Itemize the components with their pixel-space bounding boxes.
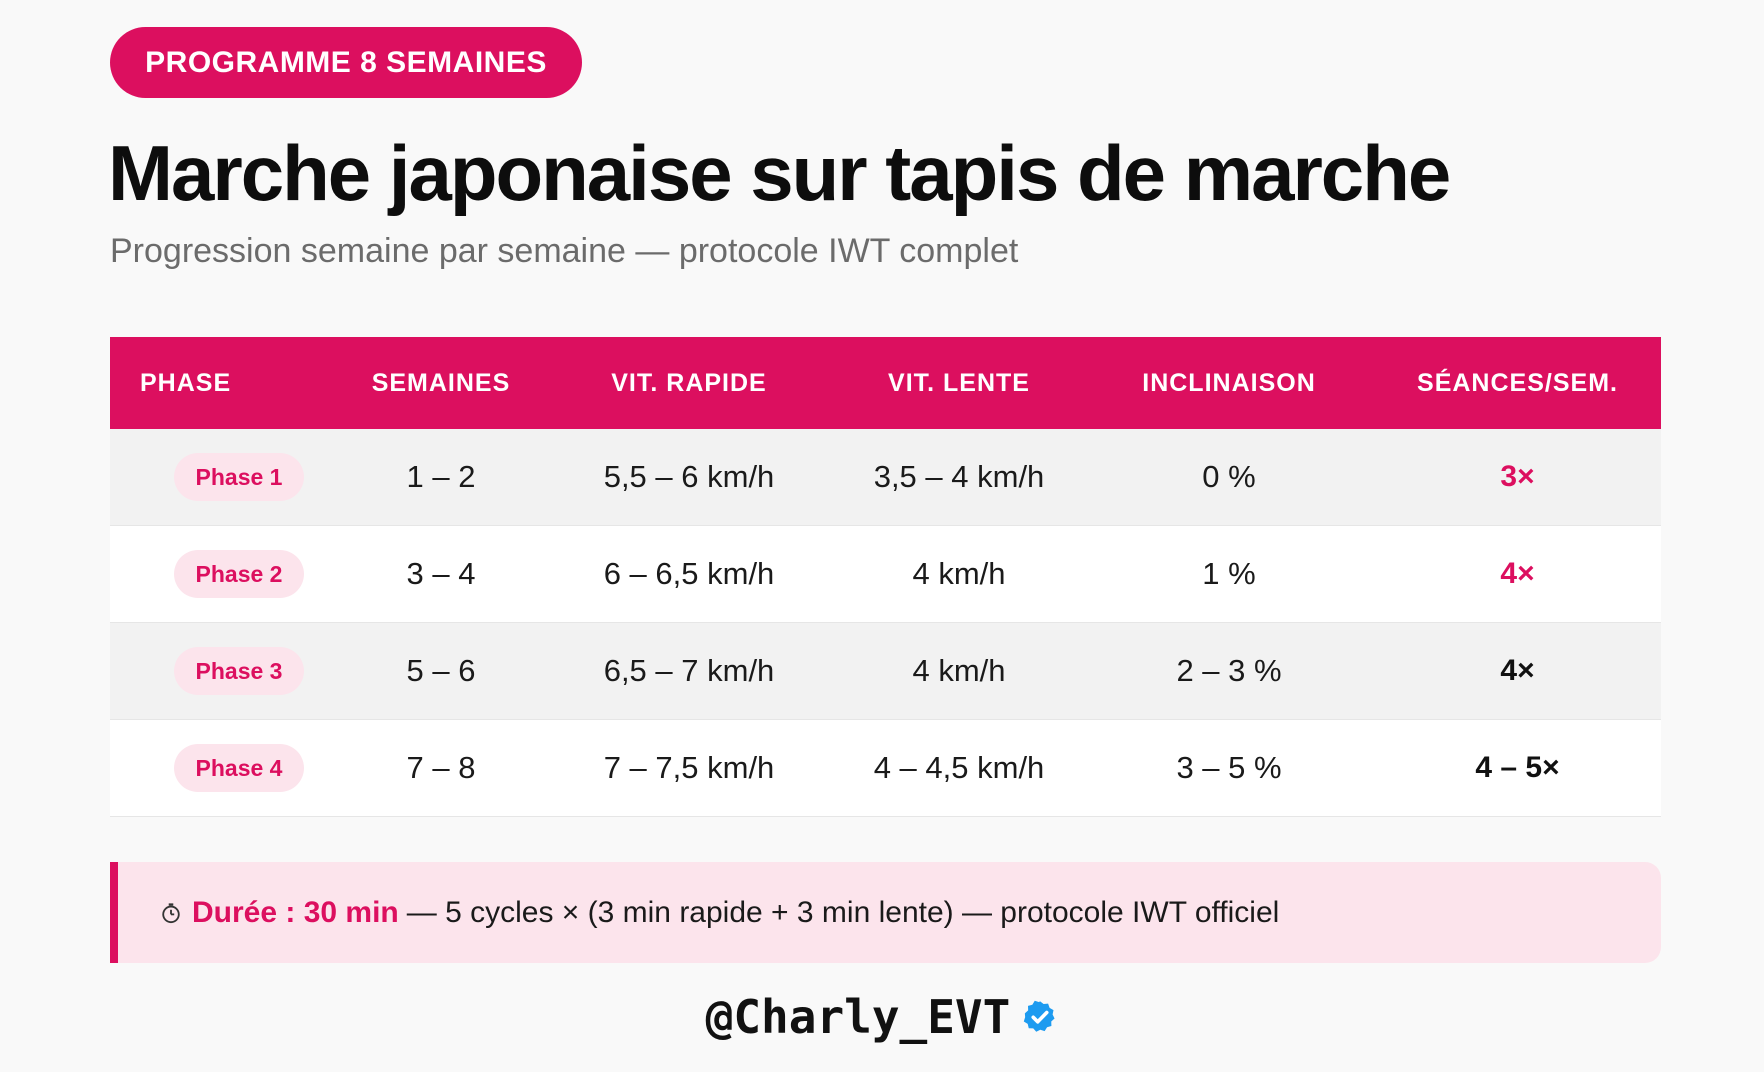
page-title: Marche japonaise sur tapis de marche (108, 129, 1451, 217)
seances-cell: 4 – 5× (1475, 751, 1560, 784)
semaines-cell: 7 – 8 (406, 750, 476, 785)
semaines-cell: 3 – 4 (406, 556, 476, 591)
seances-cell: 3× (1500, 460, 1535, 493)
table-header-row: PHASE SEMAINES VIT. RAPIDE VIT. LENTE IN… (110, 337, 1661, 429)
table-row: Phase 3 5 – 6 6,5 – 7 km/h 4 km/h 2 – 3 … (110, 623, 1661, 720)
vit-rapide-cell: 7 – 7,5 km/h (603, 750, 775, 785)
header-seances: SÉANCES/SEM. (1417, 368, 1618, 397)
vit-rapide-cell: 5,5 – 6 km/h (603, 459, 775, 494)
table-row: Phase 2 3 – 4 6 – 6,5 km/h 4 km/h 1 % 4× (110, 526, 1661, 623)
duration-highlight: Durée : 30 min (192, 895, 399, 929)
header-vit-rapide: VIT. RAPIDE (611, 368, 767, 397)
phase-pill: Phase 4 (173, 744, 305, 792)
semaines-cell: 1 – 2 (406, 459, 476, 494)
inclinaison-cell: 3 – 5 % (1176, 750, 1282, 785)
inclinaison-cell: 0 % (1202, 459, 1256, 494)
progression-table: PHASE SEMAINES VIT. RAPIDE VIT. LENTE IN… (110, 337, 1661, 817)
duration-text: — 5 cycles × (3 min rapide + 3 min lente… (406, 895, 1280, 929)
header-inclinaison: INCLINAISON (1142, 368, 1316, 397)
semaines-cell: 5 – 6 (406, 653, 476, 688)
header-phase: PHASE (140, 368, 232, 397)
phase-pill: Phase 2 (173, 550, 305, 598)
table-row: Phase 1 1 – 2 5,5 – 6 km/h 3,5 – 4 km/h … (110, 429, 1661, 526)
header-vit-lente: VIT. LENTE (888, 368, 1030, 397)
stopwatch-icon (162, 902, 180, 923)
duration-note: Durée : 30 min — 5 cycles × (3 min rapid… (110, 862, 1661, 963)
seances-cell: 4× (1500, 557, 1535, 590)
vit-rapide-cell: 6,5 – 7 km/h (603, 653, 775, 688)
inclinaison-cell: 1 % (1202, 556, 1256, 591)
program-badge: PROGRAMME 8 SEMAINES (110, 27, 582, 98)
program-badge-label: PROGRAMME 8 SEMAINES (145, 45, 547, 79)
author-handle: @Charly_EVT (0, 990, 1764, 1044)
header-semaines: SEMAINES (371, 368, 511, 397)
phase-cell: Phase 4 (110, 744, 338, 792)
vit-rapide-cell: 6 – 6,5 km/h (603, 556, 775, 591)
phase-cell: Phase 2 (110, 550, 338, 598)
vit-lente-cell: 3,5 – 4 km/h (873, 459, 1045, 494)
phase-pill: Phase 1 (173, 453, 305, 501)
author-handle-text: @Charly_EVT (705, 990, 1011, 1044)
seances-cell: 4× (1500, 654, 1535, 687)
vit-lente-cell: 4 – 4,5 km/h (873, 750, 1045, 785)
phase-cell: Phase 3 (110, 647, 338, 695)
page-subtitle: Progression semaine par semaine — protoc… (110, 232, 1019, 270)
phase-cell: Phase 1 (110, 453, 338, 501)
vit-lente-cell: 4 km/h (912, 556, 1006, 591)
vit-lente-cell: 4 km/h (912, 653, 1006, 688)
table-row: Phase 4 7 – 8 7 – 7,5 km/h 4 – 4,5 km/h … (110, 720, 1661, 817)
phase-pill: Phase 3 (173, 647, 305, 695)
verified-badge-icon (1024, 1000, 1055, 1032)
inclinaison-cell: 2 – 3 % (1176, 653, 1282, 688)
